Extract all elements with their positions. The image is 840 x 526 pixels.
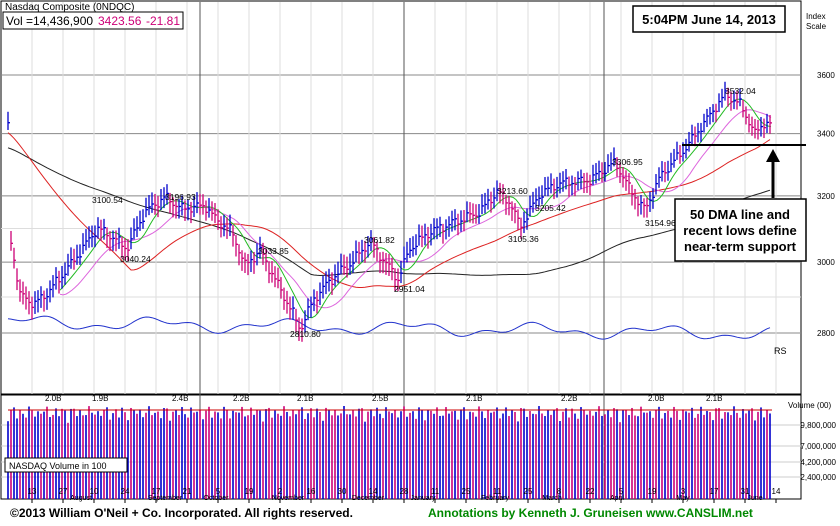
volume-legend-box: [4, 457, 128, 473]
date-tick-label: 2: [278, 487, 283, 496]
date-tick-label: 27: [59, 487, 68, 496]
date-tick-label: 24: [121, 487, 130, 496]
price-panel-frame: [0, 0, 802, 395]
volume-axis-title: Volume (00): [788, 401, 831, 410]
price-change: -21.81: [146, 14, 180, 28]
volume-tick-label: 4,200,000: [800, 458, 836, 467]
price-axis-title-1: Index: [806, 12, 826, 21]
rs-label: RS: [774, 346, 787, 356]
price-label: 3040.24: [120, 254, 151, 264]
rs-line: [7, 315, 771, 340]
volume-label: 2.2B: [561, 394, 577, 403]
price-tick-label: 2800: [817, 329, 835, 338]
date-tick-label: 31: [741, 487, 750, 496]
date-tick-label: 14: [772, 487, 781, 496]
price-label: 2951.04: [394, 284, 425, 294]
volume-label: 2.1B: [706, 394, 722, 403]
volume-label: 2.1B: [466, 394, 482, 403]
date-tick-label: 19: [245, 487, 254, 496]
quote-box: [2, 11, 184, 30]
date-tick-label: 13: [28, 487, 37, 496]
volume-label: 2.0B: [648, 394, 664, 403]
volume-label: 1.9B: [92, 394, 108, 403]
month-label: March: [542, 495, 562, 502]
month-label: August: [70, 495, 92, 502]
volume-tick-label: 7,000,000: [800, 442, 836, 451]
date-tick-label: 28: [400, 487, 409, 496]
copyright: ©2013 William O'Neil + Co. Incorporated.…: [10, 506, 353, 520]
price-tick-label: 3000: [817, 258, 835, 267]
date-tick-label: 16: [307, 487, 316, 496]
price-bars: [7, 81, 772, 342]
month-label: June: [747, 495, 762, 502]
price-labels: 3100.54 3040.24 3196.93 3033.85 2810.80 3061.…: [45, 86, 756, 403]
date-tick-label: 3: [681, 487, 686, 496]
month-label: May: [676, 495, 690, 502]
date-tick-label: 22: [586, 487, 595, 496]
volume-tick-label: 9,800,000: [800, 421, 836, 430]
month-label: September: [148, 495, 183, 502]
date-tick-label: 17: [710, 487, 719, 496]
price-tick-label: 3400: [817, 130, 835, 139]
date-tick-label: 30: [338, 487, 347, 496]
annotation-line1: 50 DMA line and: [690, 207, 790, 222]
volume-readout: Vol =14,436,900: [6, 14, 93, 28]
price-label: 3033.85: [258, 246, 289, 256]
price-axis-title-2: Scale: [806, 22, 827, 31]
date-tick-label: 14: [369, 487, 378, 496]
timestamp: 5:04PM June 14, 2013: [642, 12, 776, 27]
date-tick-label: 11: [493, 487, 502, 496]
month-label: October: [204, 495, 230, 502]
volume-label: 2.2B: [233, 394, 249, 403]
volume-tick-label: 2,400,000: [800, 473, 836, 482]
price-label: 3213.60: [497, 186, 528, 196]
volume-label: 2.5B: [372, 394, 388, 403]
price-label: 3532.04: [725, 86, 756, 96]
date-tick-label: 19: [648, 487, 657, 496]
price-label: 2810.80: [290, 329, 321, 339]
last-price: 3423.56: [98, 14, 142, 28]
date-tick-label: 17: [152, 487, 161, 496]
price-label: 3105.36: [508, 234, 539, 244]
volume-bars: [7, 406, 772, 499]
annotation-credit: Annotations by Kenneth J. Gruneisen www.…: [428, 506, 753, 520]
support-arrow-head: [766, 149, 780, 162]
date-tick-label: 11: [431, 487, 440, 496]
annotation-box: [674, 198, 807, 262]
month-label: February: [481, 495, 510, 502]
axes: 3600 3400 3200 3000 2800 13 27 10 24 17 21 5 19 2 16 30…: [28, 71, 837, 503]
annotation-line3: near-term support: [684, 239, 797, 254]
month-label: December: [352, 495, 385, 502]
volume-label: 2.1B: [297, 394, 313, 403]
date-tick-label: 21: [183, 487, 192, 496]
volume-legend: NASDAQ Volume in 100: [9, 461, 107, 471]
month-label: April: [610, 495, 624, 502]
date-tick-label: 10: [90, 487, 99, 496]
date-tick-label: 25: [524, 487, 533, 496]
volume-label: 2.0B: [45, 394, 61, 403]
month-label: January: [411, 495, 436, 502]
price-label: 3154.96: [645, 218, 676, 228]
ma50-line: [7, 132, 771, 288]
price-tick-label: 3200: [817, 192, 835, 201]
price-tick-label: 3600: [817, 71, 835, 80]
price-label: 3061.82: [364, 235, 395, 245]
month-label: November: [272, 495, 305, 502]
annotation-line2: recent lows define: [683, 223, 796, 238]
date-tick-label: 5: [619, 487, 624, 496]
date-tick-label: 8: [557, 487, 562, 496]
date-tick-label: 5: [216, 487, 221, 496]
volume-label: 2.4B: [172, 394, 188, 403]
timestamp-box: [632, 5, 786, 33]
date-tick-label: 25: [462, 487, 471, 496]
price-label: 3205.42: [535, 203, 566, 213]
price-label: 3306.95: [612, 157, 643, 167]
price-label: 3196.93: [165, 192, 196, 202]
price-label: 3100.54: [92, 195, 123, 205]
chart-title: Nasdaq Composite (0NDQC): [5, 2, 135, 13]
